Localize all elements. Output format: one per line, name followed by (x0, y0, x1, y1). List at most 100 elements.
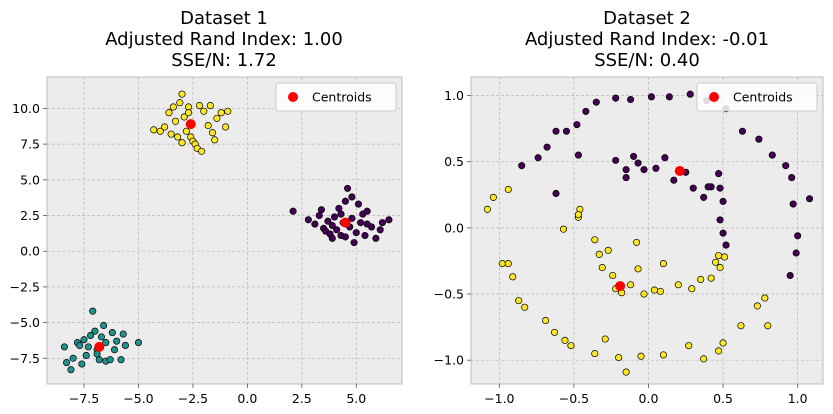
dataset1-point (97, 333, 105, 341)
dataset1-point (121, 341, 129, 349)
dataset2-point (764, 322, 772, 330)
dataset1-point (222, 123, 230, 131)
dataset1-point (204, 121, 212, 130)
dataset1-legend-label: Centroids (312, 90, 372, 105)
dataset2-y-tick-label: 0.0 (444, 220, 464, 235)
dataset1-point (180, 113, 188, 121)
dataset2-centroid (674, 165, 685, 176)
dataset1-point (84, 343, 92, 351)
dataset2-point (719, 339, 727, 347)
dataset2-point (768, 151, 776, 159)
dataset2-point (786, 271, 794, 280)
dataset2-point (622, 166, 630, 174)
dataset2-point (761, 294, 769, 302)
dataset1-point (206, 102, 214, 110)
dataset2-x-tick-label: 0.0 (639, 391, 659, 406)
dataset2-point (601, 335, 609, 343)
dataset2-point (685, 342, 693, 350)
dataset1-title-line: SSE/N: 1.72 (171, 50, 277, 71)
dataset2-centroid (615, 281, 626, 292)
dataset2-point (604, 246, 612, 254)
dataset1-y-tick-label: 5.0 (20, 172, 40, 187)
dataset1-point (350, 239, 358, 247)
dataset2-point (700, 193, 708, 201)
dataset1-point (156, 127, 164, 135)
dataset2-point (737, 322, 745, 330)
dataset2-title-line: Adjusted Rand Index: -0.01 (525, 29, 769, 50)
dataset1-point (317, 206, 325, 214)
dataset1-y-tick-label: 0.0 (20, 244, 40, 259)
dataset1-point (161, 123, 169, 131)
dataset2-point (634, 159, 642, 167)
dataset2-point (688, 285, 696, 293)
dataset2-point (689, 184, 697, 192)
dataset2-point (792, 249, 800, 257)
dataset1-point (182, 127, 190, 135)
dataset1-point (80, 336, 88, 344)
dataset1-point (372, 234, 380, 242)
dataset1-point (113, 337, 121, 345)
dataset2-point (627, 281, 635, 289)
dataset1-centroid (185, 119, 196, 130)
dataset2-point (559, 225, 568, 233)
dataset1-point (357, 219, 365, 227)
dataset2-point (674, 281, 682, 289)
dataset2-point (489, 193, 497, 201)
dataset1-point (89, 307, 97, 315)
dataset2-point (591, 350, 599, 358)
dataset2-point (782, 162, 790, 170)
dataset1-point (200, 107, 208, 115)
dataset1-point (324, 217, 332, 225)
dataset2-y-tick-label: −0.5 (434, 287, 464, 302)
dataset1-point (348, 193, 356, 201)
dataset2-point (550, 328, 559, 336)
dataset1-point (328, 234, 336, 242)
dataset2-point (630, 152, 638, 160)
dataset2-point (789, 200, 797, 208)
dataset1-legend-marker (288, 92, 298, 102)
dataset1-point (100, 321, 108, 330)
dataset1-point (361, 231, 369, 240)
dataset2-point (573, 121, 581, 129)
dataset2-point (534, 154, 542, 162)
dataset2-x-tick-label: 0.5 (713, 391, 733, 406)
dataset2-point (622, 368, 630, 376)
dataset1-point (217, 109, 225, 117)
dataset2-point (640, 166, 648, 174)
dataset2-point (715, 252, 723, 260)
dataset1-point (150, 126, 158, 134)
dataset2-point (509, 273, 517, 281)
dataset1-point (363, 207, 371, 215)
dataset2-point (700, 355, 708, 363)
dataset1-point (69, 354, 77, 362)
dataset2-title-line: Dataset 2 (603, 8, 691, 29)
dataset1-point (178, 90, 186, 98)
dataset1-y-tick-label: 10.0 (12, 101, 40, 116)
dataset2-x-tick-label: −1.0 (484, 391, 514, 406)
dataset2-point (719, 229, 727, 237)
dataset2-point (498, 260, 506, 268)
dataset2-point (719, 197, 727, 205)
dataset2-point (595, 250, 603, 258)
dataset1-legend-box (275, 82, 397, 112)
dataset1-point (289, 207, 297, 215)
dataset1-point (106, 356, 114, 364)
dataset2-point (659, 351, 667, 359)
dataset1-point (82, 351, 90, 359)
dataset2-y-tick-label: −1.0 (434, 353, 464, 368)
dataset2-point (670, 176, 678, 184)
dataset2-point (640, 290, 648, 298)
dataset1-legend: Centroids (275, 82, 397, 112)
dataset2-point (521, 303, 529, 311)
dataset1-point (178, 139, 186, 147)
dataset1-point (117, 356, 125, 364)
dataset2-point (504, 185, 512, 194)
dataset2-point (715, 347, 723, 355)
dataset2-point (647, 93, 656, 101)
dataset1-point (91, 327, 99, 335)
dataset2-point (561, 336, 569, 344)
dataset2-point (633, 238, 641, 246)
